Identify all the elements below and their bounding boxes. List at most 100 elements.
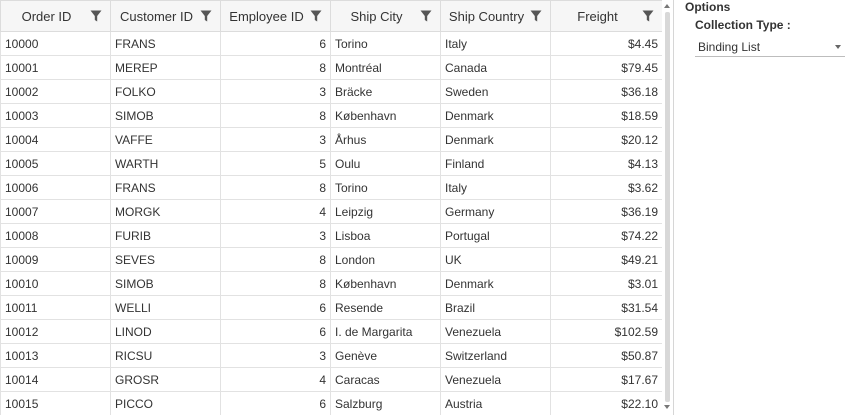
table-cell[interactable]: GROSR [110,367,221,392]
table-cell[interactable]: $36.18 [550,79,663,104]
table-row[interactable]: 10007 MORGK 4 Leipzig Germany $36.19 [0,199,663,224]
scrollbar-thumb[interactable] [665,12,670,402]
table-row[interactable]: 10005 WARTH 5 Oulu Finland $4.13 [0,151,663,176]
table-cell[interactable]: Canada [440,55,551,80]
table-cell[interactable]: 10001 [0,55,111,80]
table-cell[interactable]: $49.21 [550,247,663,272]
scroll-down-arrow-icon[interactable] [664,405,670,409]
table-cell[interactable]: 10003 [0,103,111,128]
filter-icon[interactable] [310,10,322,22]
table-cell[interactable]: 10011 [0,295,111,320]
table-cell[interactable]: Sweden [440,79,551,104]
table-row[interactable]: 10000 FRANS 6 Torino Italy $4.45 [0,31,663,56]
table-cell[interactable]: 10000 [0,31,111,56]
table-row[interactable]: 10010 SIMOB 8 København Denmark $3.01 [0,271,663,296]
dropdown-arrow-icon[interactable] [835,45,841,49]
table-cell[interactable]: 4 [220,367,331,392]
table-cell[interactable]: FOLKO [110,79,221,104]
table-cell[interactable]: 10002 [0,79,111,104]
table-cell[interactable]: $22.10 [550,391,663,415]
table-cell[interactable]: VAFFE [110,127,221,152]
table-row[interactable]: 10004 VAFFE 3 Århus Denmark $20.12 [0,127,663,152]
table-cell[interactable]: 6 [220,31,331,56]
filter-icon[interactable] [530,10,542,22]
column-header-freight[interactable]: Freight [550,0,663,32]
table-cell[interactable]: Venezuela [440,367,551,392]
table-cell[interactable]: Salzburg [330,391,441,415]
table-cell[interactable]: Torino [330,175,441,200]
table-cell[interactable]: $17.67 [550,367,663,392]
table-cell[interactable]: Portugal [440,223,551,248]
table-row[interactable]: 10015 PICCO 6 Salzburg Austria $22.10 [0,391,663,415]
table-cell[interactable]: Lisboa [330,223,441,248]
table-cell[interactable]: $3.62 [550,175,663,200]
collection-type-combobox[interactable]: Binding List [695,38,845,57]
filter-icon[interactable] [90,10,102,22]
column-header-employee-id[interactable]: Employee ID [220,0,331,32]
table-cell[interactable]: 8 [220,55,331,80]
table-cell[interactable]: WARTH [110,151,221,176]
table-cell[interactable]: 6 [220,295,331,320]
table-cell[interactable]: 10006 [0,175,111,200]
column-header-customer-id[interactable]: Customer ID [110,0,221,32]
table-cell[interactable]: 6 [220,319,331,344]
table-row[interactable]: 10011 WELLI 6 Resende Brazil $31.54 [0,295,663,320]
table-cell[interactable]: 6 [220,391,331,415]
table-cell[interactable]: Denmark [440,127,551,152]
table-cell[interactable]: 10009 [0,247,111,272]
filter-icon[interactable] [420,10,432,22]
table-cell[interactable]: UK [440,247,551,272]
table-cell[interactable]: Caracas [330,367,441,392]
table-row[interactable]: 10012 LINOD 6 I. de Margarita Venezuela $102.… [0,319,663,344]
table-cell[interactable]: Brazil [440,295,551,320]
table-cell[interactable]: 10008 [0,223,111,248]
table-cell[interactable]: 3 [220,127,331,152]
table-cell[interactable]: SEVES [110,247,221,272]
table-cell[interactable]: 10007 [0,199,111,224]
table-cell[interactable]: WELLI [110,295,221,320]
table-cell[interactable]: RICSU [110,343,221,368]
table-cell[interactable]: Austria [440,391,551,415]
table-cell[interactable]: 10005 [0,151,111,176]
table-cell[interactable]: $4.13 [550,151,663,176]
table-cell[interactable]: LINOD [110,319,221,344]
table-cell[interactable]: 4 [220,199,331,224]
table-cell[interactable]: Resende [330,295,441,320]
table-cell[interactable]: 5 [220,151,331,176]
table-cell[interactable]: FRANS [110,31,221,56]
table-row[interactable]: 10001 MEREP 8 Montréal Canada $79.45 [0,55,663,80]
table-cell[interactable]: Torino [330,31,441,56]
table-row[interactable]: 10008 FURIB 3 Lisboa Portugal $74.22 [0,223,663,248]
table-cell[interactable]: FRANS [110,175,221,200]
table-cell[interactable]: $50.87 [550,343,663,368]
table-row[interactable]: 10006 FRANS 8 Torino Italy $3.62 [0,175,663,200]
table-cell[interactable]: Århus [330,127,441,152]
table-cell[interactable]: Denmark [440,271,551,296]
table-cell[interactable]: 8 [220,103,331,128]
table-cell[interactable]: $36.19 [550,199,663,224]
table-row[interactable]: 10014 GROSR 4 Caracas Venezuela $17.67 [0,367,663,392]
table-row[interactable]: 10002 FOLKO 3 Bräcke Sweden $36.18 [0,79,663,104]
filter-icon[interactable] [200,10,212,22]
table-cell[interactable]: PICCO [110,391,221,415]
table-cell[interactable]: Switzerland [440,343,551,368]
table-cell[interactable]: 3 [220,79,331,104]
column-header-ship-city[interactable]: Ship City [330,0,441,32]
table-cell[interactable]: London [330,247,441,272]
table-cell[interactable]: Germany [440,199,551,224]
vertical-scrollbar[interactable] [662,0,673,415]
table-cell[interactable]: SIMOB [110,103,221,128]
table-cell[interactable]: København [330,103,441,128]
table-cell[interactable]: $31.54 [550,295,663,320]
table-cell[interactable]: $4.45 [550,31,663,56]
table-cell[interactable]: Genève [330,343,441,368]
table-row[interactable]: 10009 SEVES 8 London UK $49.21 [0,247,663,272]
table-cell[interactable]: København [330,271,441,296]
table-cell[interactable]: Italy [440,31,551,56]
table-cell[interactable]: 3 [220,343,331,368]
table-cell[interactable]: Leipzig [330,199,441,224]
table-cell[interactable]: MEREP [110,55,221,80]
table-cell[interactable]: I. de Margarita [330,319,441,344]
table-row[interactable]: 10013 RICSU 3 Genève Switzerland $50.87 [0,343,663,368]
table-cell[interactable]: 10012 [0,319,111,344]
